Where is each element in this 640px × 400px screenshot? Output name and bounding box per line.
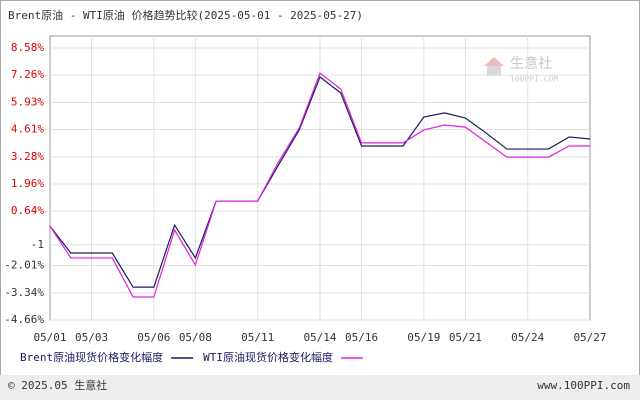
x-tick-label: 05/11	[241, 331, 274, 344]
chart-title: Brent原油 - WTI原油 价格趋势比较(2025-05-01 - 2025…	[8, 8, 363, 22]
watermark: 生意社 100PPI.COM	[484, 55, 558, 84]
y-tick-label: 4.61%	[11, 123, 44, 136]
y-tick-label: 5.93%	[11, 95, 44, 108]
x-tick-label: 05/24	[511, 331, 544, 344]
legend-label: Brent原油现货价格变化幅度	[20, 350, 163, 364]
x-tick-label: 05/01	[33, 331, 66, 344]
footer-bar	[0, 375, 640, 400]
x-tick-label: 05/14	[303, 331, 336, 344]
x-tick-label: 05/08	[179, 331, 212, 344]
legend-label: WTI原油现货价格变化幅度	[203, 350, 333, 364]
logo-roof	[484, 57, 504, 66]
logo-house	[487, 66, 501, 76]
y-tick-label: 8.58%	[11, 41, 44, 54]
y-tick-label: 7.26%	[11, 68, 44, 81]
x-tick-label: 05/16	[345, 331, 378, 344]
x-tick-label: 05/06	[137, 331, 170, 344]
watermark-site: 100PPI.COM	[510, 75, 558, 84]
x-tick-label: 05/19	[407, 331, 440, 344]
y-tick-label: 0.64%	[11, 204, 44, 217]
series-line	[49, 72, 590, 298]
y-tick-label: 3.28%	[11, 150, 44, 163]
y-tick-label: -2.01%	[4, 259, 44, 272]
y-tick-label: -3.34%	[4, 286, 44, 299]
y-tick-label: -1	[31, 238, 44, 251]
x-tick-label: 05/21	[449, 331, 482, 344]
x-tick-label: 05/03	[75, 331, 108, 344]
watermark-name: 生意社	[510, 55, 552, 72]
series-line	[49, 76, 591, 288]
y-tick-label: -4.66%	[4, 313, 44, 326]
footer-right: www.100PPI.com	[537, 379, 630, 392]
footer-left: © 2025.05 生意社	[8, 378, 107, 392]
x-tick-label: 05/27	[573, 331, 606, 344]
y-tick-label: 1.96%	[11, 177, 44, 190]
